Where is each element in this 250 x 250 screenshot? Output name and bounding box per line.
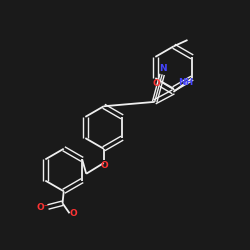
- Text: O: O: [100, 160, 108, 170]
- Text: O: O: [70, 210, 77, 218]
- Text: O: O: [152, 78, 160, 88]
- Text: NH: NH: [178, 78, 193, 86]
- Text: N: N: [160, 64, 167, 74]
- Text: O⁻: O⁻: [37, 202, 49, 211]
